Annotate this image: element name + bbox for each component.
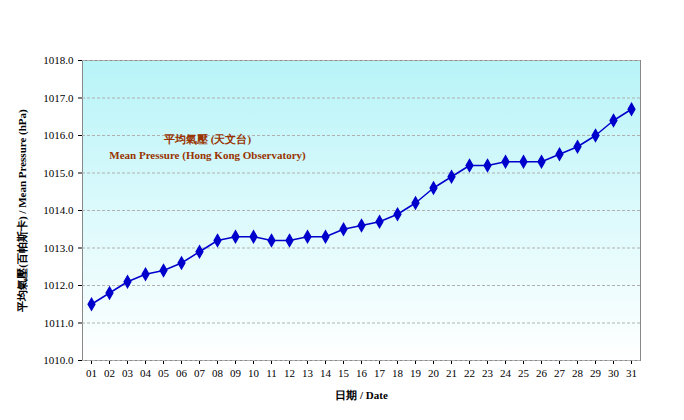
svg-text:03: 03 bbox=[122, 367, 134, 379]
svg-text:1012.0: 1012.0 bbox=[43, 279, 74, 291]
svg-text:1017.0: 1017.0 bbox=[43, 92, 74, 104]
svg-text:12: 12 bbox=[284, 367, 295, 379]
svg-text:05: 05 bbox=[158, 367, 170, 379]
svg-text:07: 07 bbox=[194, 367, 206, 379]
svg-text:02: 02 bbox=[104, 367, 115, 379]
svg-text:31: 31 bbox=[626, 367, 637, 379]
svg-text:20: 20 bbox=[428, 367, 440, 379]
svg-text:17: 17 bbox=[374, 367, 386, 379]
svg-text:23: 23 bbox=[482, 367, 494, 379]
svg-text:1010.0: 1010.0 bbox=[43, 354, 74, 366]
svg-text:06: 06 bbox=[176, 367, 188, 379]
svg-text:13: 13 bbox=[302, 367, 314, 379]
svg-text:08: 08 bbox=[212, 367, 224, 379]
svg-text:日期 / Date: 日期 / Date bbox=[335, 389, 388, 401]
svg-text:10: 10 bbox=[248, 367, 260, 379]
svg-text:1014.0: 1014.0 bbox=[43, 204, 74, 216]
svg-text:01: 01 bbox=[86, 367, 97, 379]
svg-text:28: 28 bbox=[572, 367, 584, 379]
svg-text:平均氣壓(百帕斯卡) / Mean Pressure (hP: 平均氣壓(百帕斯卡) / Mean Pressure (hPa) bbox=[16, 109, 29, 313]
svg-text:24: 24 bbox=[500, 367, 512, 379]
svg-text:15: 15 bbox=[338, 367, 350, 379]
svg-text:30: 30 bbox=[608, 367, 620, 379]
svg-text:22: 22 bbox=[464, 367, 475, 379]
svg-text:1016.0: 1016.0 bbox=[43, 129, 74, 141]
svg-text:1011.0: 1011.0 bbox=[44, 317, 74, 329]
svg-text:21: 21 bbox=[446, 367, 457, 379]
svg-text:04: 04 bbox=[140, 367, 152, 379]
svg-text:1013.0: 1013.0 bbox=[43, 242, 74, 254]
svg-text:16: 16 bbox=[356, 367, 368, 379]
svg-text:1015.0: 1015.0 bbox=[43, 167, 74, 179]
svg-text:27: 27 bbox=[554, 367, 566, 379]
svg-text:25: 25 bbox=[518, 367, 530, 379]
svg-text:19: 19 bbox=[410, 367, 422, 379]
svg-text:11: 11 bbox=[266, 367, 277, 379]
svg-text:14: 14 bbox=[320, 367, 332, 379]
svg-text:1018.0: 1018.0 bbox=[43, 54, 74, 66]
svg-text:29: 29 bbox=[590, 367, 602, 379]
svg-text:26: 26 bbox=[536, 367, 548, 379]
svg-text:09: 09 bbox=[230, 367, 242, 379]
svg-text:18: 18 bbox=[392, 367, 404, 379]
svg-text:平均氣壓 (天文台): 平均氣壓 (天文台) bbox=[163, 133, 251, 146]
svg-text:Mean Pressure (Hong Kong Obser: Mean Pressure (Hong Kong Observatory) bbox=[109, 149, 306, 162]
